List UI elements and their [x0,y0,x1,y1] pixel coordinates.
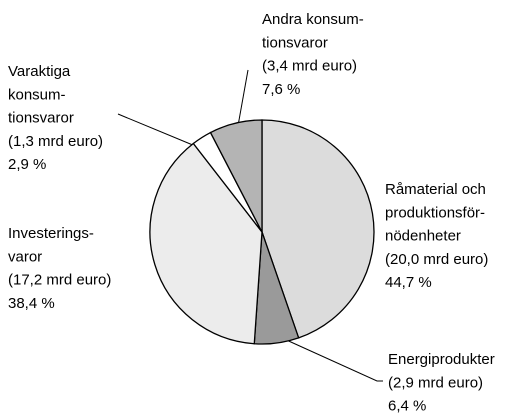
leader-line [117,113,201,149]
slice-label: Varaktiga [8,63,71,80]
slice-label: Investerings- [8,225,94,242]
slice-label: Energiprodukter [388,351,495,368]
amount-label: (17,2 mrd euro) [8,272,111,289]
amount-label: (20,0 mrd euro) [385,251,488,268]
value-label: 44,7 % [385,274,432,291]
pie-slice [261,119,375,339]
value-label: 7,6 % [262,81,300,98]
slice-label: tionsvaror [262,34,328,51]
value-label: 6,4 % [388,398,426,414]
slice-label: produktionsför- [385,204,485,221]
slice-label: Andra konsum- [262,11,364,28]
amount-label: (3,4 mrd euro) [262,58,357,75]
value-label: 2,9 % [8,156,46,173]
slice-label: nödenheter [385,228,461,245]
slice-label: varor [8,248,42,265]
pie-slice [209,119,263,233]
amount-label: (1,3 mrd euro) [8,133,103,150]
amount-label: (2,9 mrd euro) [388,374,483,391]
pie-slice [149,142,263,345]
leader-line [281,337,383,382]
slice-label: Råmaterial och [385,181,486,198]
slice-label: konsum- [8,86,66,103]
value-label: 38,4 % [8,295,55,312]
slice-label: tionsvaror [8,110,74,127]
